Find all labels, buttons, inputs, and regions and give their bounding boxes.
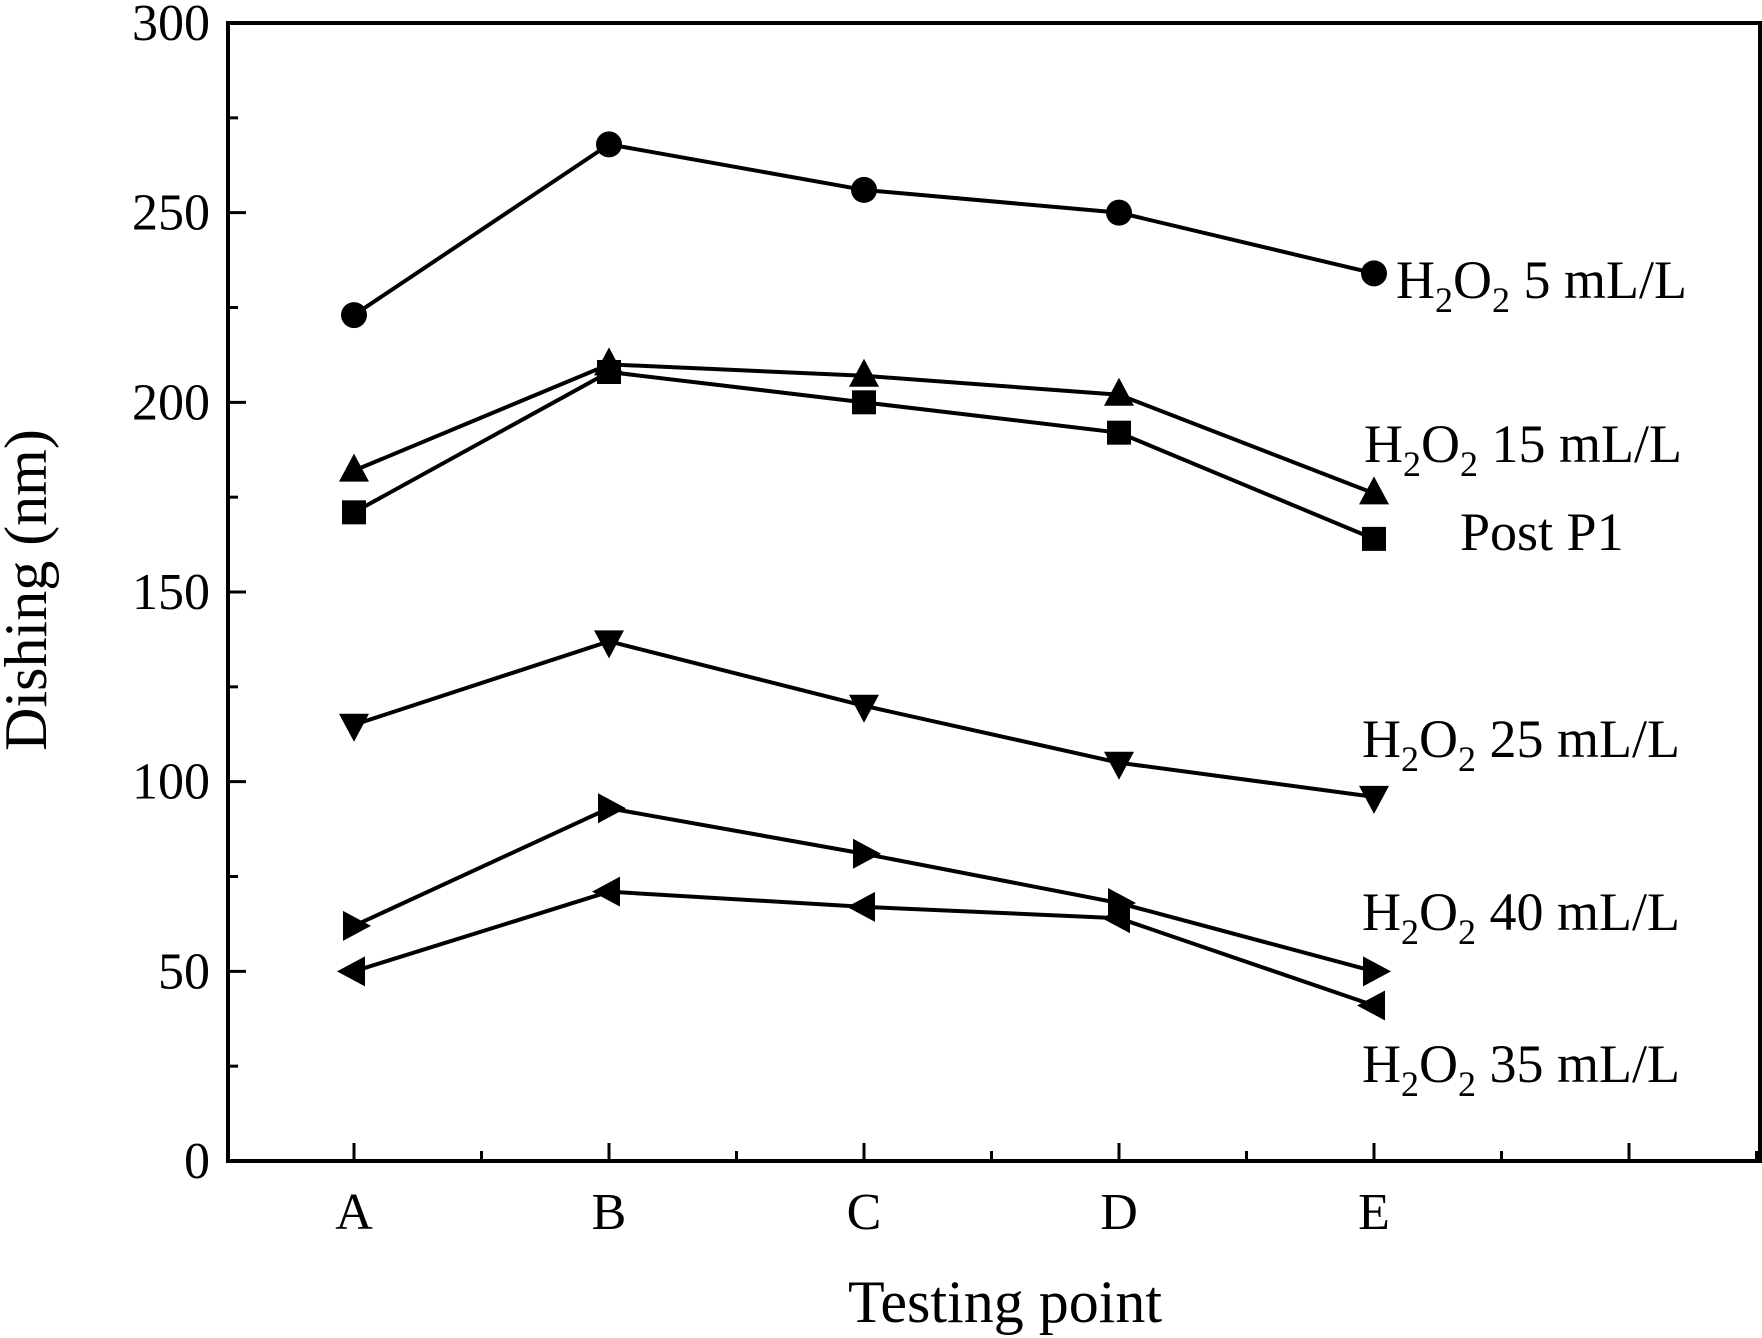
point-h2o2-15-C <box>849 358 879 387</box>
point-h2o2-5-D <box>1106 199 1132 226</box>
point-post-p1-B <box>597 359 621 384</box>
point-h2o2-5-C <box>851 176 877 203</box>
formula-element-o: O <box>1453 250 1492 310</box>
formula-subscript: 2 <box>1458 1064 1476 1104</box>
formula-subscript: 2 <box>1460 444 1478 484</box>
series-line-h2o2-5 <box>352 142 1375 317</box>
y-axis-title: Dishing (nm) <box>0 429 59 751</box>
x-tick-label: E <box>1358 1184 1390 1241</box>
point-h2o2-25-D <box>1104 751 1134 780</box>
x-axis: A B C D E <box>335 1143 1758 1241</box>
point-post-p1-C <box>852 390 876 415</box>
point-h2o2-40-B <box>598 793 626 824</box>
point-post-p1-D <box>1107 420 1131 445</box>
series-layer <box>337 131 1391 1021</box>
point-post-p1-E <box>1362 526 1386 551</box>
point-h2o2-40-E <box>1363 956 1391 987</box>
formula-element-o: O <box>1419 709 1458 769</box>
point-h2o2-25-B <box>594 630 624 659</box>
series-h2o2-5 <box>341 131 1387 329</box>
x-tick-label: A <box>335 1184 373 1241</box>
y-tick-label: 100 <box>132 754 210 811</box>
point-h2o2-25-E <box>1359 785 1389 814</box>
formula-element-h: H <box>1362 882 1401 942</box>
point-h2o2-25-C <box>849 694 879 723</box>
formula-element-o: O <box>1419 1034 1458 1094</box>
formula-subscript: 2 <box>1458 739 1476 779</box>
series-h2o2-25 <box>339 630 1389 814</box>
point-h2o2-15-E <box>1359 476 1389 505</box>
point-h2o2-40-C <box>853 838 881 869</box>
y-tick-label: 0 <box>184 1133 210 1190</box>
label-concentration: 5 mL/L <box>1510 250 1687 310</box>
x-axis-title: Testing point <box>848 1269 1162 1335</box>
formula-subscript: 2 <box>1492 280 1510 320</box>
formula-subscript: 2 <box>1458 912 1476 952</box>
series-h2o2-40 <box>343 793 1391 987</box>
formula-subscript: 2 <box>1403 444 1421 484</box>
series-post-p1 <box>342 359 1386 551</box>
series-label-h2o2-35: H2O2 35 mL/L <box>1362 1034 1680 1104</box>
point-h2o2-5-E <box>1361 260 1387 287</box>
y-tick-label: 250 <box>132 185 210 242</box>
formula-subscript: 2 <box>1401 739 1419 779</box>
formula-element-h: H <box>1362 709 1401 769</box>
point-h2o2-25-A <box>339 713 369 742</box>
y-tick-label: 50 <box>158 943 210 1000</box>
formula-subscript: 2 <box>1401 912 1419 952</box>
label-concentration: 25 mL/L <box>1476 709 1680 769</box>
y-tick-label: 200 <box>132 374 210 431</box>
point-h2o2-35-C <box>847 891 875 922</box>
formula-element-o: O <box>1421 414 1460 474</box>
formula-subscript: 2 <box>1435 280 1453 320</box>
label-concentration: 15 mL/L <box>1478 414 1682 474</box>
formula-element-h: H <box>1396 250 1435 310</box>
point-h2o2-35-A <box>337 956 365 987</box>
series-h2o2-35 <box>337 876 1385 1021</box>
formula-element-h: H <box>1364 414 1403 474</box>
formula-element-h: H <box>1362 1034 1401 1094</box>
series-label-post-p1: Post P1 <box>1460 502 1624 562</box>
point-h2o2-35-D <box>1102 903 1130 934</box>
label-concentration: 35 mL/L <box>1476 1034 1680 1094</box>
y-tick-label: 150 <box>132 564 210 621</box>
series-label-h2o2-5: H2O2 5 mL/L <box>1396 250 1687 320</box>
x-tick-label: C <box>847 1184 882 1241</box>
point-h2o2-40-A <box>343 910 371 941</box>
series-label-h2o2-15: H2O2 15 mL/L <box>1364 414 1682 484</box>
label-concentration: 40 mL/L <box>1476 882 1680 942</box>
x-tick-label: B <box>592 1184 627 1241</box>
point-h2o2-5-B <box>596 131 622 158</box>
point-h2o2-35-E <box>1357 990 1385 1021</box>
series-line-h2o2-40 <box>353 806 1375 974</box>
series-label-h2o2-25: H2O2 25 mL/L <box>1362 709 1680 779</box>
x-tick-label: D <box>1100 1184 1138 1241</box>
point-h2o2-35-B <box>592 876 620 907</box>
plot-frame <box>226 21 1762 1163</box>
formula-element-o: O <box>1419 882 1458 942</box>
point-post-p1-A <box>342 500 366 525</box>
formula-subscript: 2 <box>1401 1064 1419 1104</box>
y-tick-label: 300 <box>132 0 210 52</box>
point-h2o2-15-A <box>339 453 369 482</box>
point-h2o2-5-A <box>341 302 367 329</box>
series-label-h2o2-40: H2O2 40 mL/L <box>1362 882 1680 952</box>
y-axis: 0 50 100 150 200 250 300 <box>132 0 246 1190</box>
point-h2o2-15-D <box>1104 377 1134 406</box>
point-h2o2-40-D <box>1108 888 1136 919</box>
